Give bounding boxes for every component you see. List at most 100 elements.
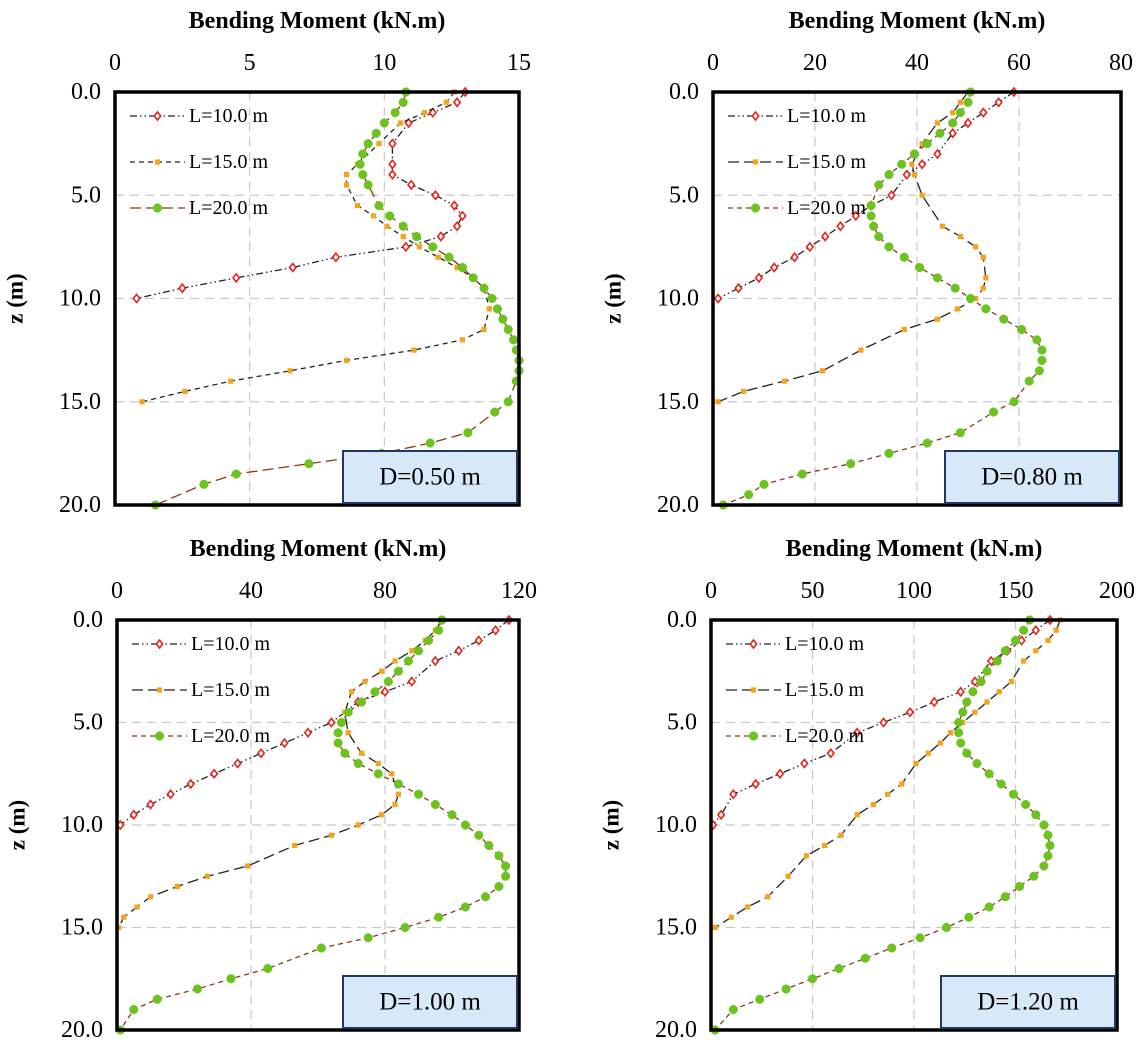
data-point: [501, 861, 511, 871]
data-point: [370, 687, 380, 697]
data-point: [947, 730, 954, 736]
data-point: [897, 159, 907, 169]
data-point: [852, 727, 862, 739]
data-point: [452, 220, 462, 232]
data-point: [431, 189, 440, 201]
data-point: [1034, 366, 1044, 376]
data-point: [503, 324, 513, 335]
data-point: [363, 933, 373, 943]
x-tick-label: 20: [803, 50, 827, 76]
y-tick-label: 0.0: [73, 607, 103, 633]
data-point: [922, 139, 932, 149]
data-point: [899, 252, 909, 262]
series-line: [714, 619, 1061, 929]
data-point: [132, 293, 141, 304]
data-point: [333, 738, 343, 748]
data-point: [1029, 871, 1039, 881]
series-l20: [710, 615, 1055, 1035]
data-point: [409, 648, 415, 654]
legend-marker: [154, 159, 161, 165]
data-point: [226, 974, 236, 984]
data-point: [454, 264, 460, 271]
data-point: [450, 200, 459, 211]
data-point: [400, 233, 406, 240]
data-point: [790, 251, 799, 263]
data-point: [192, 984, 202, 994]
data-point: [934, 316, 940, 322]
grid: [117, 620, 519, 1030]
legend-label: L=20.0 m: [785, 725, 864, 747]
data-point: [836, 220, 845, 232]
y-axis-label: z (m): [600, 273, 625, 323]
data-point: [363, 139, 373, 149]
data-point: [956, 738, 966, 748]
y-tick-label: 15.0: [657, 389, 699, 415]
y-tick-label: 10.0: [59, 286, 101, 312]
series-line: [141, 91, 491, 403]
data-point: [957, 233, 963, 240]
data-point: [412, 232, 422, 242]
data-point: [1010, 635, 1021, 646]
series-l20: [115, 615, 511, 1035]
data-point: [388, 158, 397, 170]
data-point: [973, 295, 979, 302]
data-point: [384, 223, 390, 229]
x-tick-label: 0: [705, 578, 717, 604]
data-point: [838, 832, 844, 838]
data-point: [389, 771, 395, 777]
data-point: [428, 242, 438, 252]
data-point: [435, 254, 441, 260]
data-point: [1045, 840, 1055, 851]
data-point: [345, 730, 351, 736]
data-point: [407, 179, 416, 191]
data-point: [1045, 637, 1051, 644]
chart-panel-3: Bending Moment (kN.m) z (m) 0 40 80 120 0.0 5.0…: [4, 536, 537, 1043]
data-point: [754, 272, 764, 284]
y-tick-label: 10.0: [657, 286, 699, 312]
plot-frame: [709, 618, 1119, 1032]
data-point: [362, 678, 368, 685]
x-tick-label: 15: [507, 50, 531, 76]
legend: L=10.0 m L=15.0 m L=20.0 m: [726, 633, 864, 747]
data-point: [1043, 830, 1053, 840]
data-point: [901, 326, 907, 333]
series-l15: [139, 89, 492, 405]
data-point: [915, 933, 925, 943]
data-point: [935, 128, 945, 138]
legend-label: L=20.0 m: [191, 725, 270, 747]
data-point: [291, 842, 298, 849]
data-point: [374, 201, 384, 211]
series-l15: [116, 617, 445, 931]
y-tick-label: 0.0: [71, 79, 101, 105]
data-point: [956, 686, 965, 698]
data-point: [963, 117, 973, 129]
data-point: [186, 778, 195, 790]
data-point: [316, 943, 326, 953]
data-point: [397, 120, 404, 126]
data-point: [1037, 345, 1047, 355]
x-tick-label: 0: [111, 578, 123, 604]
data-point: [734, 282, 743, 294]
data-point: [385, 211, 395, 221]
legend-marker: [749, 638, 758, 650]
data-point: [955, 428, 965, 438]
data-point: [503, 397, 513, 407]
data-point: [468, 273, 478, 283]
data-point: [379, 668, 385, 674]
data-point: [434, 625, 444, 635]
data-point: [769, 262, 779, 273]
chart-title: Bending Moment (kN.m): [789, 8, 1046, 34]
data-point: [822, 842, 828, 849]
data-point: [501, 871, 511, 881]
x-tick-label: 10: [372, 50, 396, 76]
data-point: [716, 809, 726, 821]
data-point: [941, 922, 952, 933]
data-point: [909, 149, 920, 159]
legend-label: L=20.0 m: [787, 197, 866, 219]
data-point: [398, 221, 408, 231]
y-axis-label: z (m): [598, 800, 623, 850]
data-point: [363, 180, 373, 190]
data-point: [393, 779, 403, 789]
data-point: [966, 293, 976, 304]
annotation-box: D=1.20 m: [940, 975, 1116, 1029]
